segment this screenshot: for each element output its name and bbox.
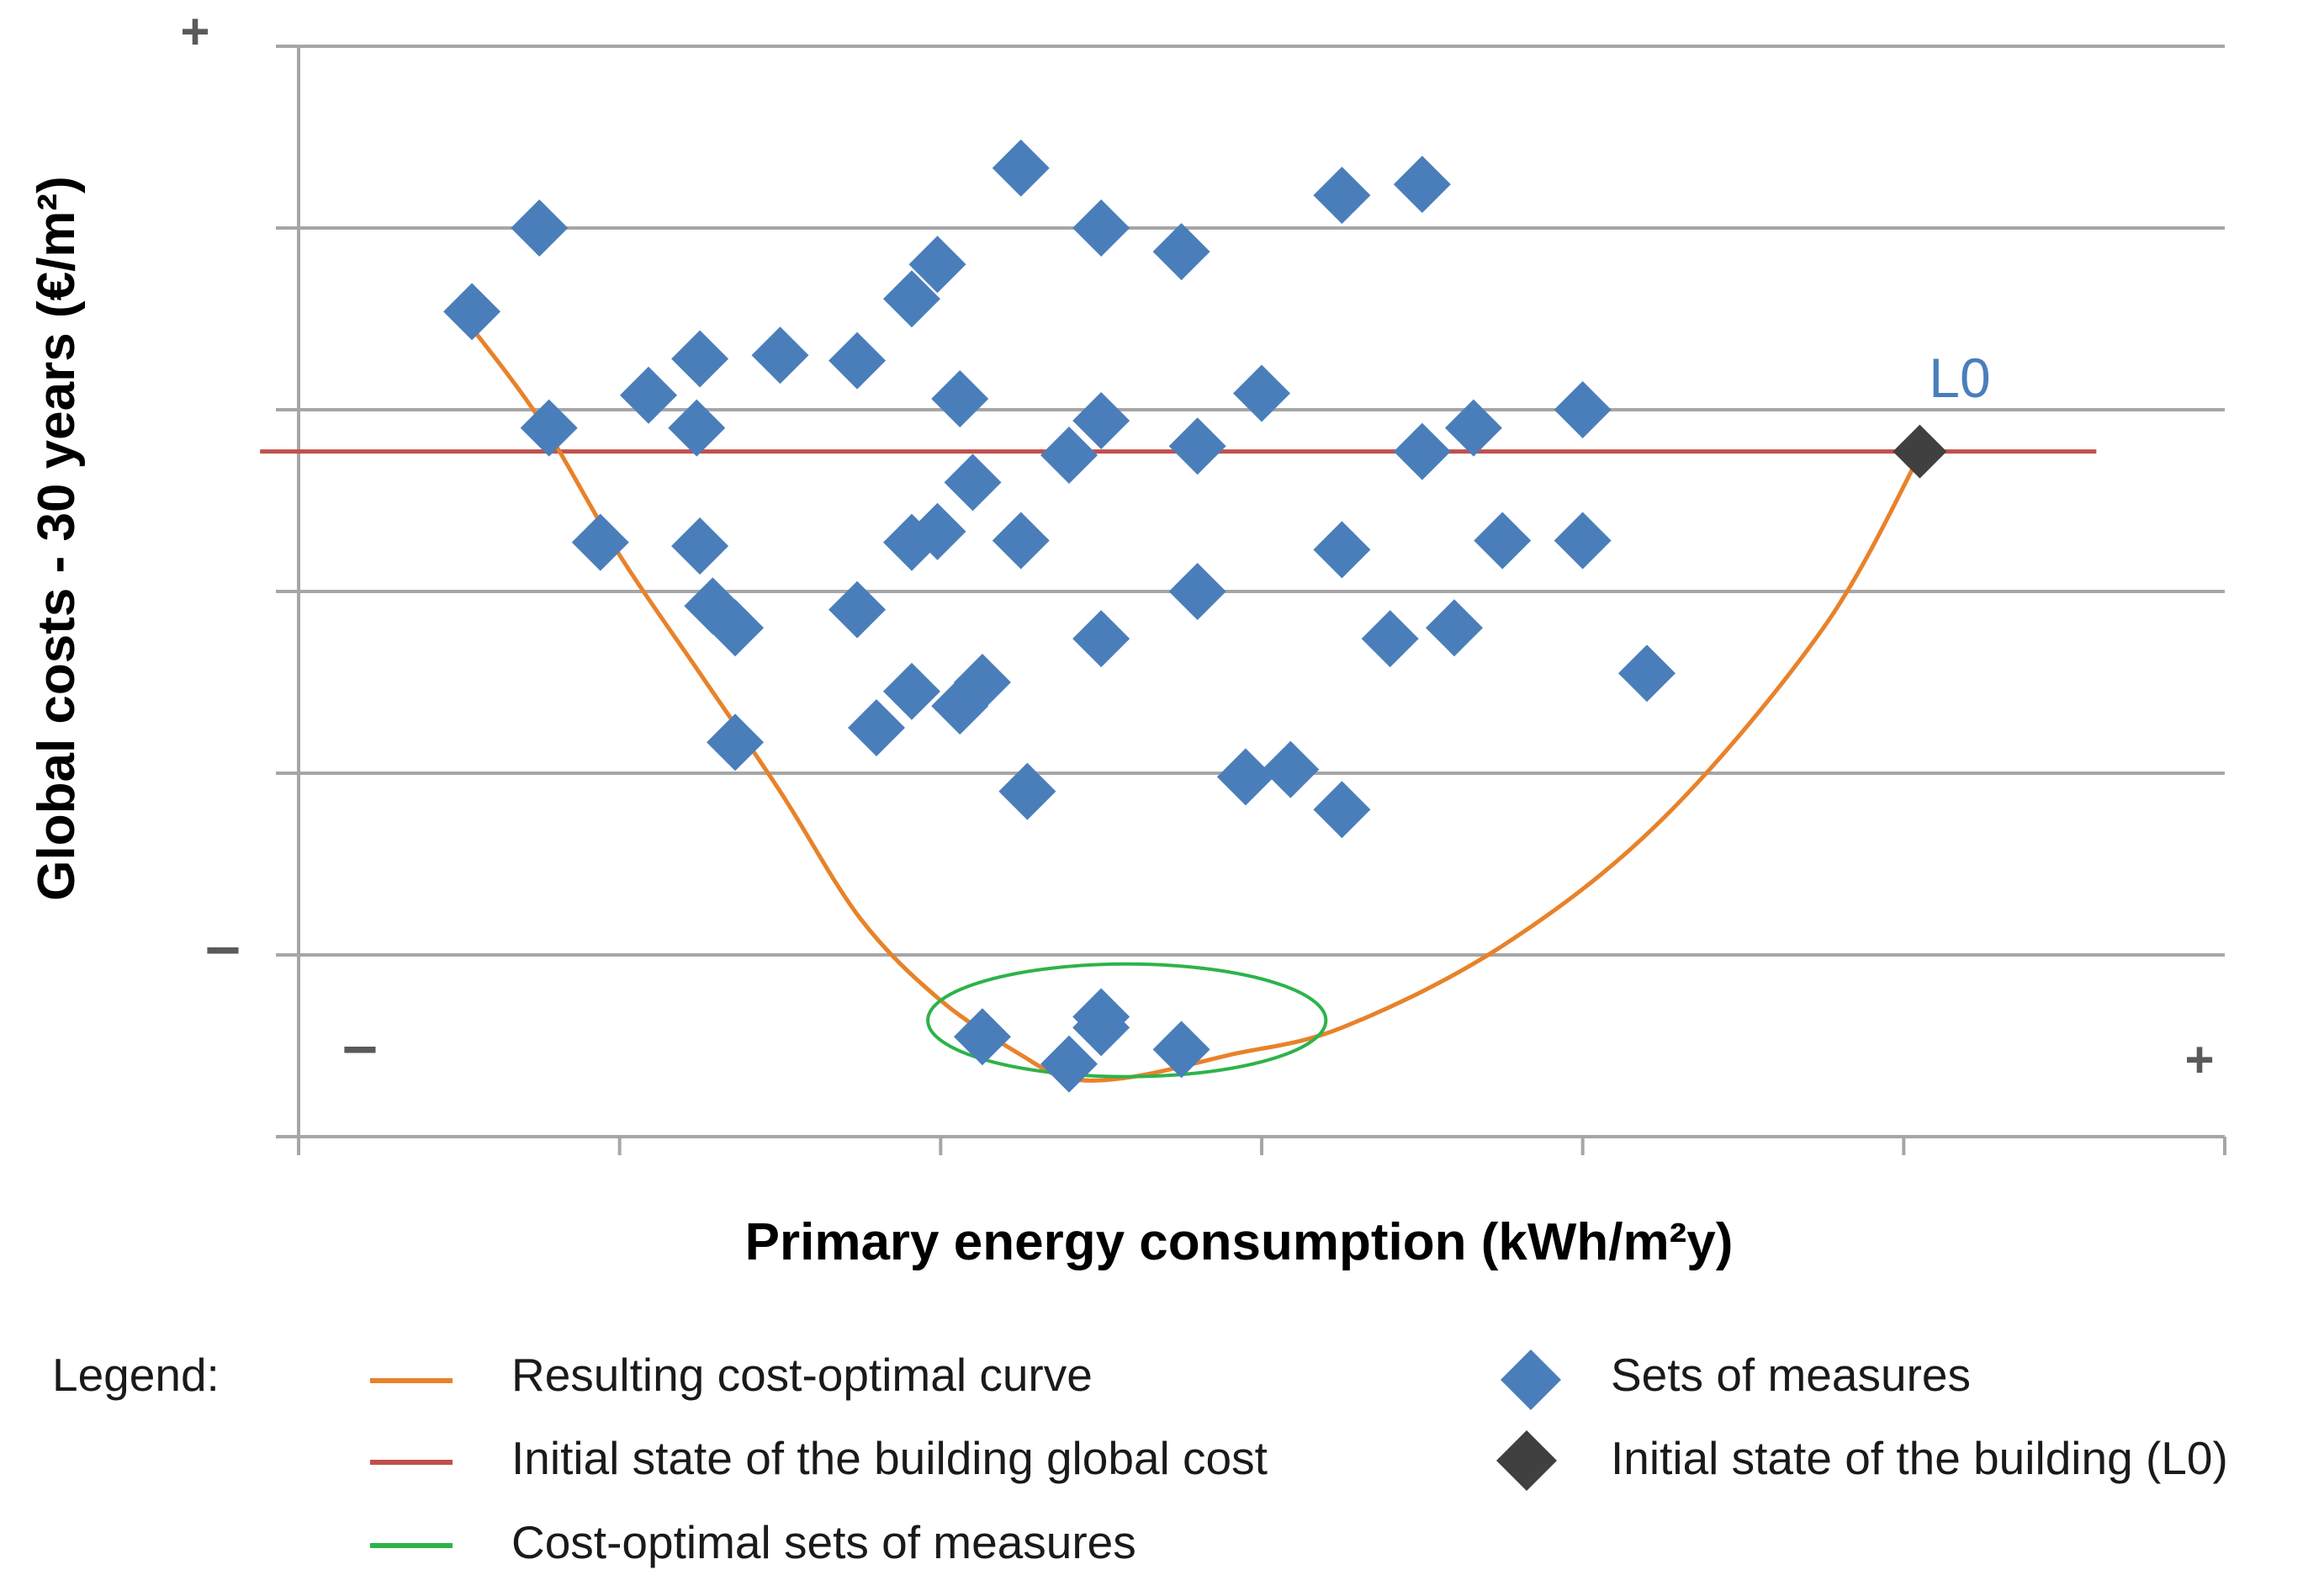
measure-point bbox=[1444, 399, 1502, 457]
grid-layer bbox=[276, 45, 2225, 1138]
legend-item-initial-state-l0: Initial state of the building (L0) bbox=[1611, 1432, 2228, 1484]
x-axis-sign-right: + bbox=[2184, 1031, 2214, 1088]
measure-point bbox=[620, 366, 678, 424]
measure-point bbox=[443, 283, 501, 341]
measure-point bbox=[671, 330, 729, 388]
measure-point bbox=[882, 662, 940, 720]
measure-point bbox=[751, 326, 809, 384]
measure-point bbox=[828, 581, 887, 639]
measure-point bbox=[1040, 427, 1098, 484]
measure-point bbox=[1393, 422, 1451, 480]
legend: Legend: Resulting cost-optimal curve Ini… bbox=[52, 1349, 2228, 1568]
measure-point bbox=[931, 370, 989, 428]
measure-point bbox=[882, 270, 940, 328]
measure-point bbox=[1313, 167, 1371, 225]
measure-point bbox=[992, 139, 1050, 197]
measure-point bbox=[1426, 599, 1483, 657]
point-layer bbox=[443, 139, 1947, 1093]
measure-point bbox=[1168, 563, 1226, 620]
legend-swatch-initial-state-l0 bbox=[1496, 1430, 1557, 1491]
measure-point bbox=[953, 1008, 1011, 1066]
measure-point bbox=[1313, 521, 1371, 579]
measure-point bbox=[1072, 610, 1130, 668]
measure-point bbox=[1216, 748, 1274, 806]
measure-point bbox=[671, 517, 729, 575]
x-tick-layer bbox=[297, 1137, 2226, 1155]
measure-point bbox=[1618, 644, 1676, 703]
measure-point bbox=[1072, 999, 1130, 1057]
measure-point bbox=[1072, 199, 1130, 257]
measure-point bbox=[1152, 223, 1210, 281]
measure-point bbox=[944, 453, 1002, 512]
measure-point bbox=[511, 199, 569, 257]
measure-point bbox=[1040, 1035, 1098, 1093]
axis-layer bbox=[282, 46, 2225, 1138]
measure-point bbox=[1393, 156, 1451, 214]
legend-item-sets-of-measures: Sets of measures bbox=[1611, 1349, 1971, 1401]
measure-point bbox=[1262, 740, 1320, 798]
y-axis-title: Global costs - 30 years (€/m²) bbox=[28, 176, 86, 900]
legend-item-cost-optimal-sets: Cost-optimal sets of measures bbox=[511, 1516, 1136, 1568]
measure-point bbox=[908, 502, 966, 560]
measure-point bbox=[520, 399, 578, 457]
measure-point bbox=[1313, 781, 1371, 839]
measure-point bbox=[1554, 512, 1612, 570]
measure-point bbox=[953, 654, 1011, 711]
cost-optimal-ellipse bbox=[926, 962, 1328, 1079]
l0-annotation: L0 bbox=[1929, 347, 1990, 409]
measure-point bbox=[848, 699, 905, 756]
initial-state-l0-point bbox=[1893, 424, 1947, 479]
measure-point bbox=[998, 762, 1056, 820]
measure-point bbox=[828, 331, 887, 390]
measure-point bbox=[707, 599, 765, 657]
x-axis-title: Primary energy consumption (kWh/m²y) bbox=[745, 1213, 1734, 1271]
measure-point bbox=[707, 713, 765, 772]
y-axis-sign-bottom: – bbox=[205, 910, 241, 981]
measure-point bbox=[571, 513, 629, 571]
measure-point bbox=[992, 512, 1050, 570]
measure-point bbox=[668, 399, 726, 457]
legend-swatch-sets-of-measures bbox=[1501, 1350, 1561, 1410]
measure-point bbox=[1072, 391, 1130, 449]
measure-point bbox=[1361, 610, 1419, 668]
measure-point bbox=[1152, 1021, 1210, 1079]
legend-item-cost-optimal-curve: Resulting cost-optimal curve bbox=[511, 1349, 1093, 1401]
x-axis-sign-left: – bbox=[342, 1010, 378, 1080]
measure-point bbox=[1233, 364, 1290, 422]
measure-point bbox=[1168, 417, 1226, 475]
legend-label: Legend: bbox=[52, 1349, 220, 1401]
y-axis-sign-top: + bbox=[180, 3, 209, 60]
measure-point bbox=[908, 236, 966, 294]
measure-point bbox=[1554, 381, 1612, 438]
measure-point bbox=[1474, 512, 1532, 570]
legend-item-initial-global-cost: Initial state of the building global cos… bbox=[511, 1432, 1268, 1484]
